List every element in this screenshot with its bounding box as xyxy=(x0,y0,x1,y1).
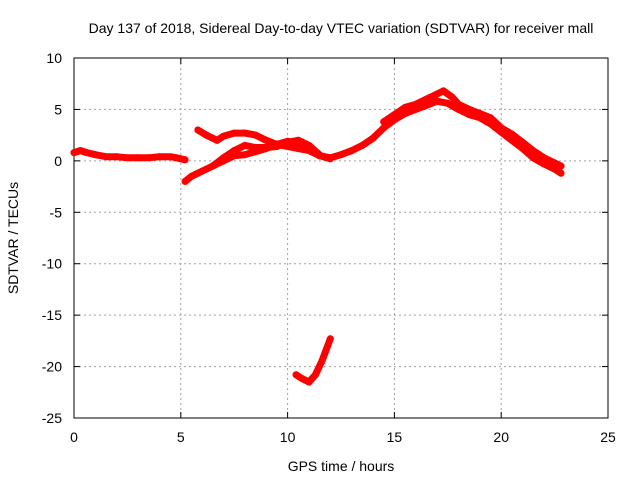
data-point xyxy=(83,149,91,157)
grid xyxy=(74,58,608,418)
data-point xyxy=(311,371,319,379)
data-point xyxy=(529,154,537,162)
data-point xyxy=(284,138,292,146)
data-point xyxy=(76,147,84,155)
data-point xyxy=(519,138,527,146)
data-point xyxy=(305,141,313,149)
data-point xyxy=(465,105,473,113)
data-point xyxy=(213,136,221,144)
data-point xyxy=(166,153,174,161)
data-point xyxy=(508,130,516,138)
data-point xyxy=(326,335,334,343)
data-point xyxy=(294,145,302,152)
data-point xyxy=(557,169,565,177)
y-tick-label: -10 xyxy=(42,256,62,272)
data-point xyxy=(155,153,163,161)
data-point xyxy=(348,147,356,155)
x-axis-label: GPS time / hours xyxy=(288,458,395,474)
data-point xyxy=(145,154,153,162)
data-point xyxy=(337,151,345,159)
data-point xyxy=(102,153,110,161)
x-tick-label: 0 xyxy=(70,429,78,445)
data-point xyxy=(440,87,447,95)
x-tick-label: 15 xyxy=(387,429,403,445)
plot-frame xyxy=(73,57,609,419)
data-point xyxy=(487,114,494,122)
data-point xyxy=(294,136,302,144)
data-point xyxy=(380,124,388,132)
y-tick-label: -15 xyxy=(42,307,62,323)
y-tick-label: 5 xyxy=(54,101,62,117)
data-point xyxy=(476,110,484,117)
data-point xyxy=(292,371,300,379)
data-point xyxy=(209,162,217,170)
y-tick-label: 10 xyxy=(46,50,62,66)
data-point xyxy=(305,378,313,386)
data-point xyxy=(123,154,131,162)
data-point xyxy=(194,126,202,134)
data-point xyxy=(241,151,249,159)
data-point xyxy=(241,141,249,149)
data-point xyxy=(318,357,326,365)
axis-ticks: 0 5 10 15 20 25 -25 -20 -15 -10 -5 0 5 10 xyxy=(42,50,616,445)
data-point xyxy=(173,154,180,162)
data-point xyxy=(448,93,456,101)
y-tick-label: -5 xyxy=(50,204,63,220)
data-point xyxy=(529,147,537,155)
data-point xyxy=(433,97,441,105)
data-point xyxy=(358,141,366,149)
data-point xyxy=(444,99,452,107)
data-point xyxy=(134,154,142,162)
data-point xyxy=(540,154,548,162)
data-point xyxy=(401,103,409,111)
y-tick-label: -20 xyxy=(42,359,62,375)
data-point xyxy=(433,90,441,98)
data-point xyxy=(252,144,260,151)
data-point xyxy=(202,131,210,139)
data-point xyxy=(220,154,227,162)
series-line-track-5 xyxy=(380,87,565,170)
data-point xyxy=(70,149,78,157)
data-point xyxy=(326,155,334,163)
data-point xyxy=(198,167,206,175)
data-point xyxy=(412,100,420,108)
data-point xyxy=(230,129,238,137)
data-point xyxy=(220,132,227,140)
data-point xyxy=(551,159,559,167)
data-point xyxy=(455,100,462,108)
data-point xyxy=(369,134,377,142)
x-tick-label: 25 xyxy=(600,429,616,445)
data-point xyxy=(91,151,99,159)
x-tick-label: 10 xyxy=(280,429,296,445)
data-point xyxy=(316,151,324,159)
data-point xyxy=(557,162,565,170)
y-tick-label: 0 xyxy=(54,153,62,169)
data-point xyxy=(241,129,249,137)
data-point xyxy=(273,143,281,150)
x-tick-label: 20 xyxy=(493,429,509,445)
data-point xyxy=(113,153,121,161)
data-point xyxy=(181,177,189,185)
data-point xyxy=(299,375,307,383)
data-point xyxy=(252,131,260,139)
data-point xyxy=(262,144,270,151)
chart-title: Day 137 of 2018, Sidereal Day-to-day VTE… xyxy=(89,20,594,36)
data-point xyxy=(188,172,195,180)
y-tick-label: -25 xyxy=(42,410,62,426)
data-point xyxy=(422,95,430,103)
data-point xyxy=(497,124,505,132)
x-tick-label: 5 xyxy=(177,429,185,445)
data-point xyxy=(380,118,388,126)
data-point xyxy=(262,136,270,144)
y-axis-label: SDTVAR / TECUs xyxy=(5,182,21,294)
series-group xyxy=(70,87,565,386)
data-point xyxy=(181,156,189,164)
data-point xyxy=(230,147,238,155)
data-point xyxy=(390,111,398,119)
